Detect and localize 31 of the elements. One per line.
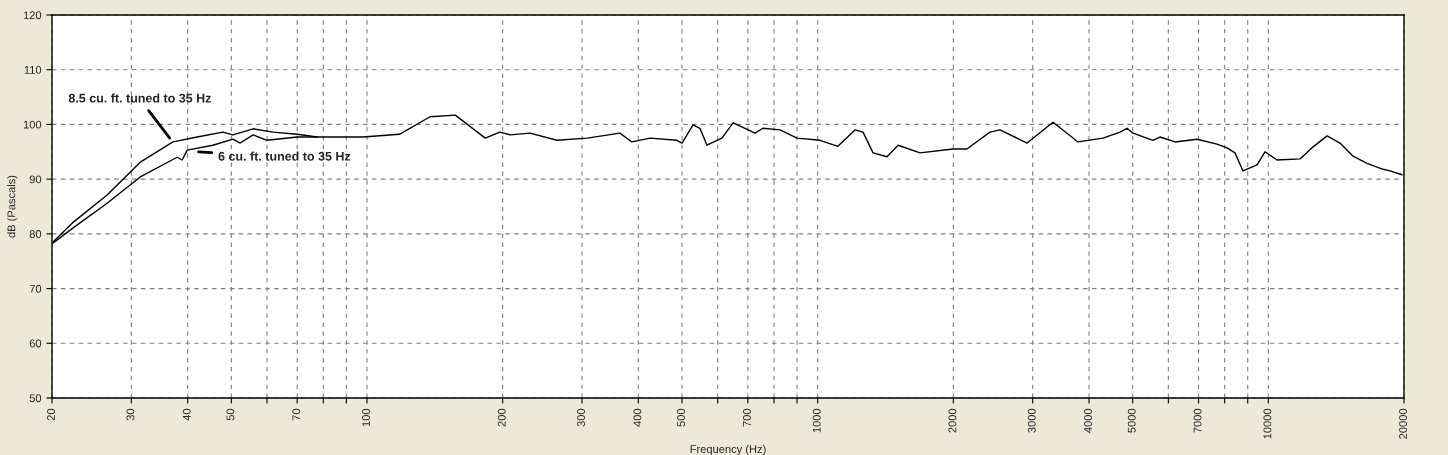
x-tick-label: 700 [742,408,751,427]
y-tick-label: 70 [29,284,42,293]
x-tick-label: 100 [362,408,370,427]
annotation: 6 cu. ft. tuned to 35 Hz [218,151,351,161]
x-tick-label: 20 [47,408,55,421]
y-tick-label: 60 [29,339,42,348]
annotation: 8.5 cu. ft. tuned to 35 Hz [68,93,211,103]
x-tick-label: 20000 [1399,408,1407,439]
y-tick-label: 50 [29,394,42,403]
x-tick-label: 70 [292,408,301,421]
x-tick-label: 40 [182,408,191,421]
y-tick-label: 110 [24,65,42,74]
x-tick-label: 4000 [1084,408,1092,433]
y-tick-label: 120 [23,11,42,20]
x-tick-label: 2000 [948,408,957,433]
x-tick-label: 300 [577,408,586,427]
x-tick-label: 5000 [1127,408,1136,433]
x-tick-label: 200 [497,408,506,427]
x-tick-label: 500 [677,408,685,427]
y-tick-label: 80 [29,230,42,238]
x-tick-label: 400 [633,408,642,427]
x-tick-label: 7000 [1193,408,1202,433]
x-tick-label: 30 [126,408,135,421]
x-tick-label: 3000 [1027,408,1036,433]
x-tick-label: 10000 [1263,408,1272,439]
x-axis-title: Frequency (Hz) [690,444,766,455]
x-tick-label: 50 [226,408,235,421]
y-tick-label: 100 [23,120,42,129]
y-tick-label: 90 [29,175,42,184]
x-tick-label: 1000 [812,408,821,433]
y-axis-title: dB (Pascals) [7,175,18,238]
